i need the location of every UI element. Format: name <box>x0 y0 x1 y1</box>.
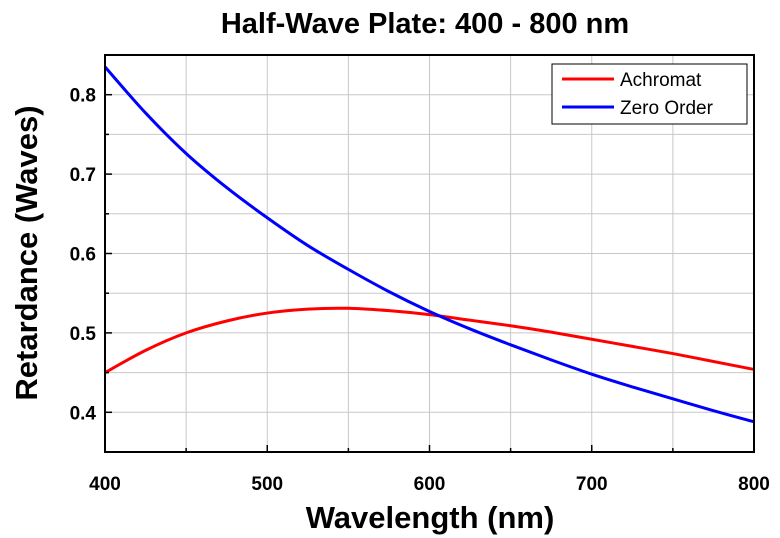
x-axis-label: Wavelength (nm) <box>306 500 555 535</box>
data-curves <box>103 65 755 424</box>
x-tick-label: 500 <box>251 474 283 495</box>
y-tick-label: 0.8 <box>70 86 96 107</box>
y-tick-label: 0.7 <box>70 165 96 186</box>
x-tick-label: 600 <box>414 474 446 495</box>
y-tick-label: 0.6 <box>70 245 96 266</box>
y-axis-label: Retardance (Waves) <box>9 105 44 400</box>
x-tick-label: 700 <box>576 474 608 495</box>
legend-label-zero-order: Zero Order <box>620 98 714 119</box>
grid <box>104 54 755 453</box>
series-line-zero-order <box>103 65 755 424</box>
y-tick-label: 0.5 <box>70 324 97 345</box>
axis-ticks: 400 500 600 700 800 0.4 0.5 0.6 0.7 0.8 <box>70 54 770 495</box>
y-tick-label: 0.4 <box>70 403 97 424</box>
series-line-achromat <box>104 306 755 374</box>
legend: Achromat Zero Order <box>551 63 748 125</box>
legend-box <box>551 63 748 125</box>
chart-title: Half-Wave Plate: 400 - 800 nm <box>221 8 629 40</box>
x-tick-label: 400 <box>89 474 121 495</box>
x-tick-label: 800 <box>738 474 770 495</box>
legend-label-achromat: Achromat <box>620 70 702 91</box>
